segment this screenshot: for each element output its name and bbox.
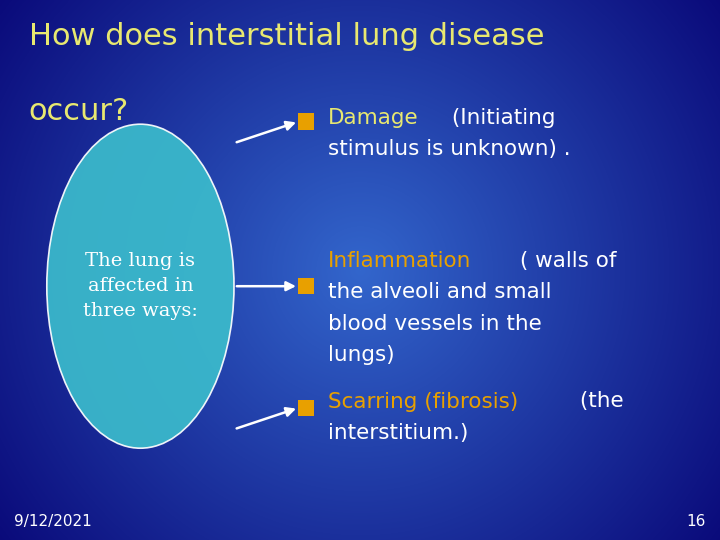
Text: stimulus is unknown) .: stimulus is unknown) .	[328, 139, 570, 159]
Text: interstitium.): interstitium.)	[328, 423, 468, 443]
Text: ( walls of: ( walls of	[513, 251, 616, 271]
Text: Scarring (fibrosis): Scarring (fibrosis)	[328, 392, 518, 411]
Ellipse shape	[47, 124, 234, 448]
Bar	[298, 113, 314, 130]
Text: Damage: Damage	[328, 108, 418, 128]
Text: lungs): lungs)	[328, 345, 395, 365]
Text: The lung is
affected in
three ways:: The lung is affected in three ways:	[83, 252, 198, 320]
Text: Inflammation: Inflammation	[328, 251, 471, 271]
Text: blood vessels in the: blood vessels in the	[328, 314, 541, 334]
Text: 9/12/2021: 9/12/2021	[14, 514, 92, 529]
Text: (the: (the	[573, 392, 624, 411]
Text: (Initiating: (Initiating	[444, 108, 555, 128]
Text: 16: 16	[686, 514, 706, 529]
Bar	[298, 400, 314, 416]
Text: How does interstitial lung disease: How does interstitial lung disease	[29, 22, 544, 51]
Text: the alveoli and small: the alveoli and small	[328, 282, 551, 302]
Text: occur?: occur?	[29, 97, 129, 126]
Bar	[298, 278, 314, 294]
